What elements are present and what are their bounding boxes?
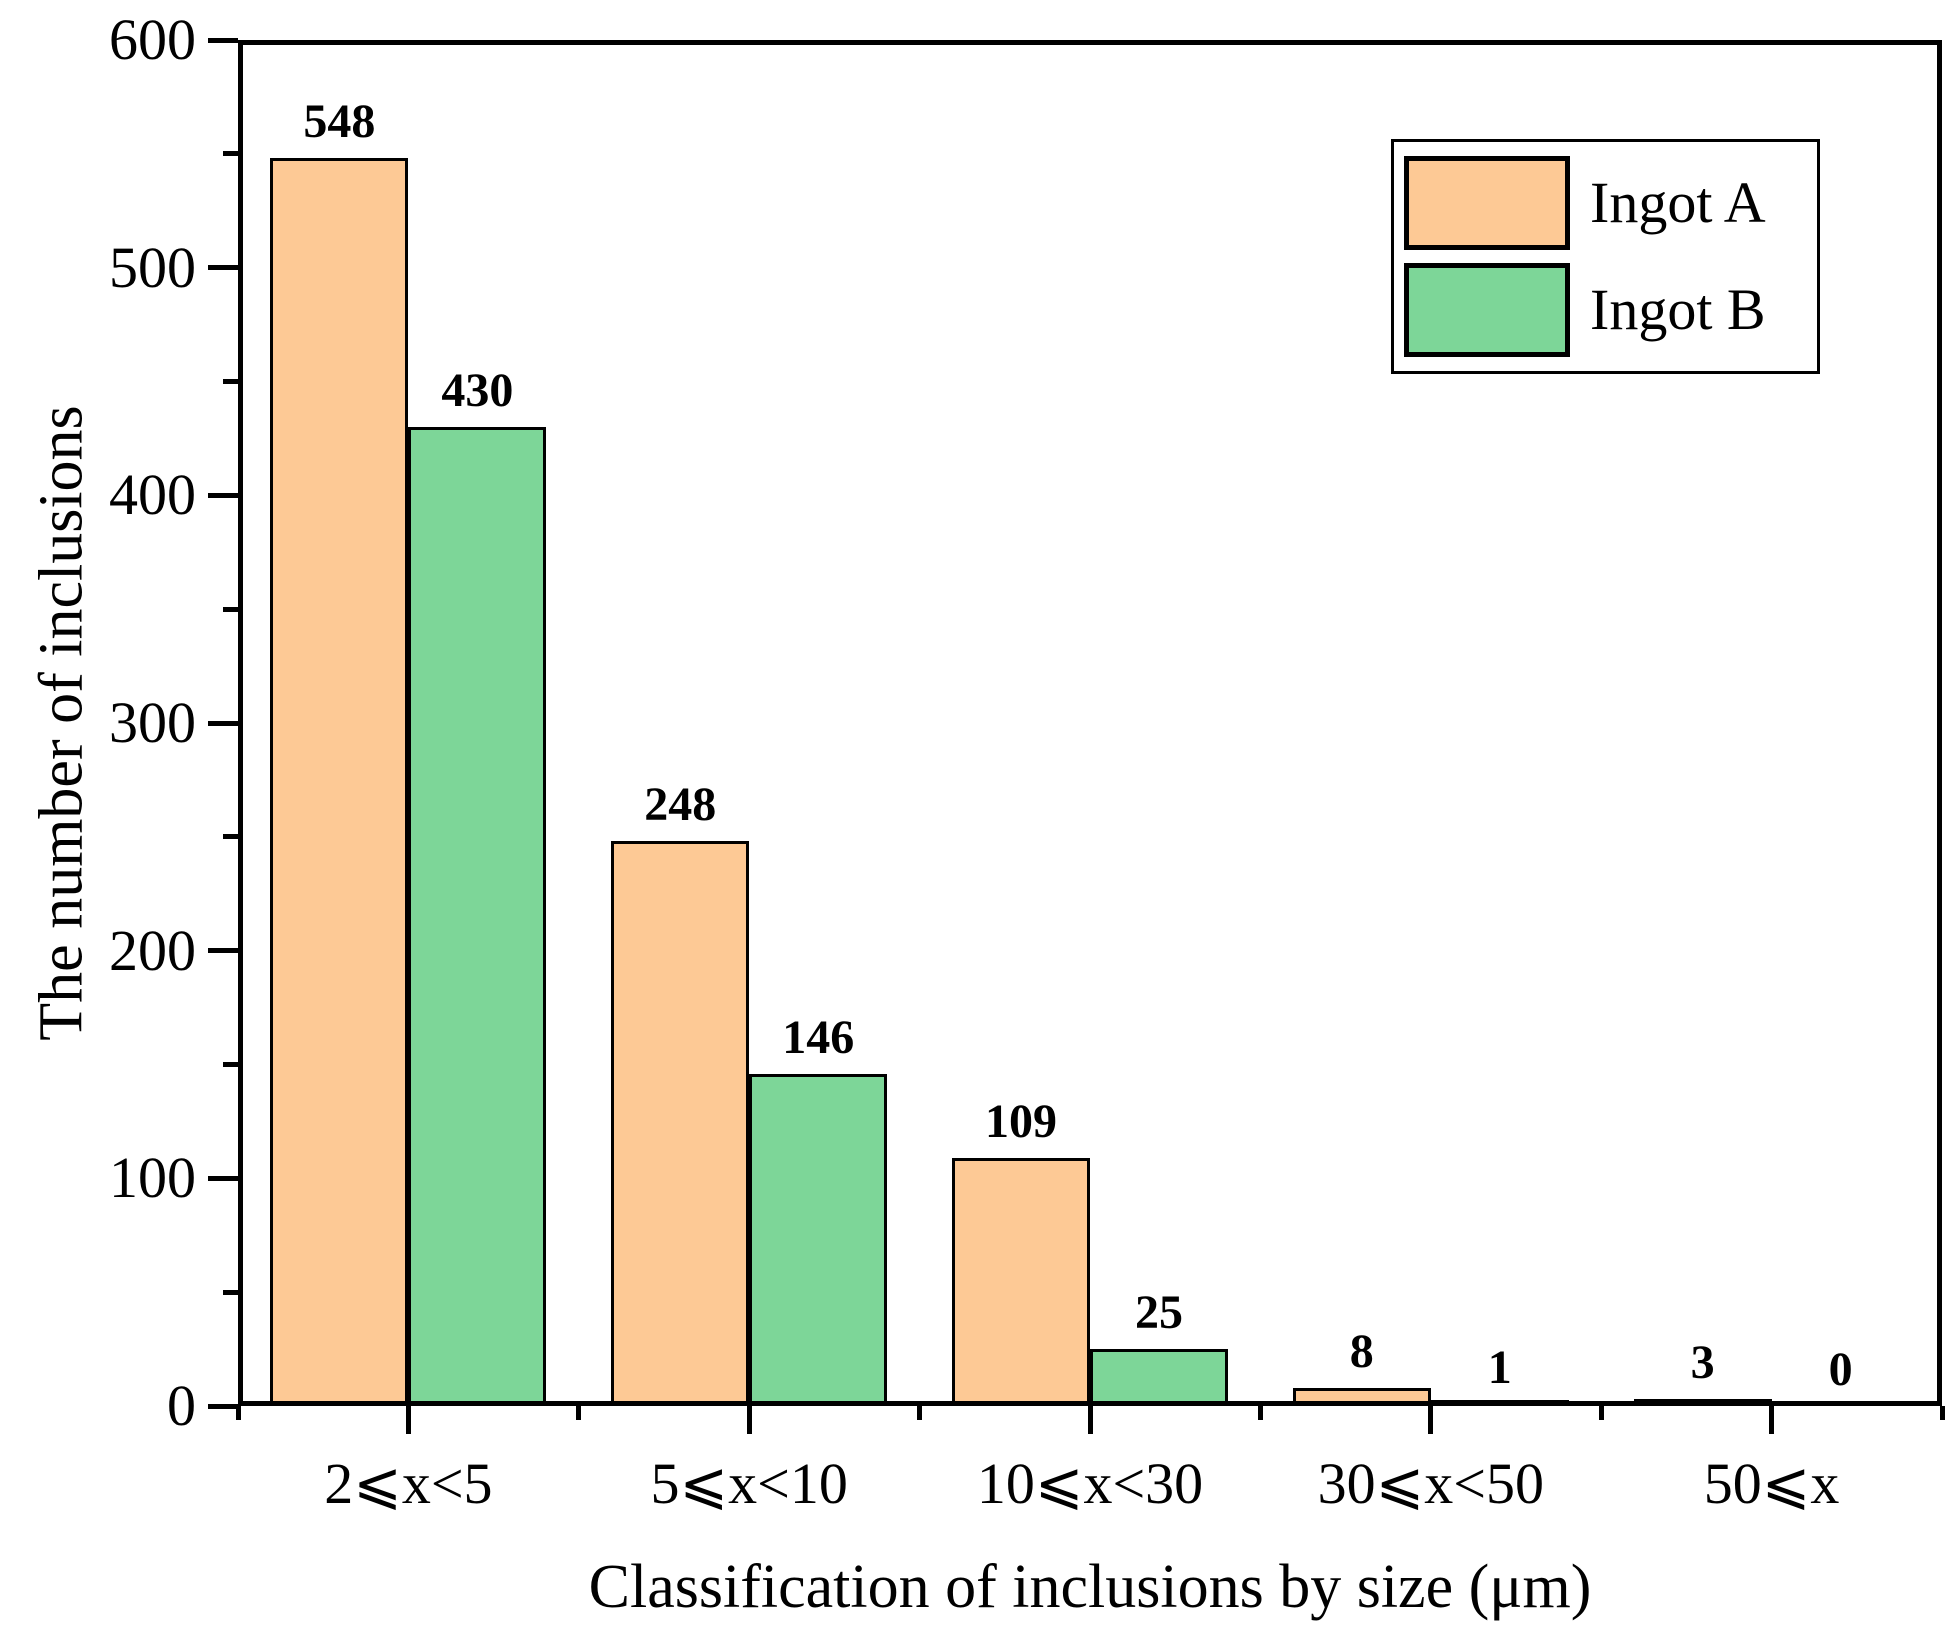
x-minor-tick (1257, 1406, 1263, 1420)
bar-value-label: 0 (1828, 1343, 1853, 1396)
bar-value-label: 548 (303, 95, 376, 149)
bar-ingot-b-3 (1430, 1400, 1569, 1406)
legend-label: Ingot A (1590, 169, 1766, 235)
x-category-label: 30⩽x<50 (1317, 1451, 1544, 1516)
y-major-tick (208, 492, 238, 498)
bar-ingot-b-2 (1090, 1349, 1228, 1406)
y-major-tick (208, 720, 238, 726)
y-minor-tick (223, 834, 238, 840)
bar-ingot-a-3 (1292, 1387, 1431, 1406)
x-minor-tick (1598, 1406, 1604, 1420)
bar-value-label: 8 (1349, 1324, 1374, 1378)
x-major-tick (1769, 1406, 1775, 1434)
y-major-tick (208, 1403, 238, 1409)
bar-ingot-a-2 (952, 1157, 1090, 1406)
x-minor-tick (235, 1406, 241, 1420)
bar-ingot-a-0 (270, 158, 409, 1406)
y-major-tick (208, 1175, 238, 1181)
x-major-tick (1428, 1406, 1434, 1434)
x-minor-tick (917, 1406, 923, 1420)
x-category-label: 5⩽x<10 (650, 1451, 848, 1516)
bar-value-label: 109 (985, 1094, 1057, 1148)
legend: Ingot A Ingot B (1391, 139, 1820, 374)
x-major-tick (1087, 1406, 1093, 1434)
legend-entry: Ingot B (1404, 263, 1817, 358)
legend-swatch (1404, 155, 1570, 250)
x-category-label: 50⩽x (1703, 1451, 1840, 1516)
x-minor-tick (1939, 1406, 1945, 1420)
bar-value-label: 25 (1135, 1286, 1183, 1340)
legend-swatch (1404, 263, 1570, 358)
bar-ingot-a-1 (611, 841, 750, 1406)
y-tick-label: 400 (109, 462, 196, 528)
x-minor-tick (576, 1406, 582, 1420)
legend-entry: Ingot A (1404, 155, 1817, 250)
bar-value-label: 3 (1690, 1336, 1715, 1390)
bar-ingot-b-0 (408, 427, 547, 1406)
y-tick-label: 200 (109, 917, 196, 983)
y-major-tick (208, 948, 238, 954)
y-major-tick (208, 37, 238, 43)
x-category-label: 2⩽x<5 (324, 1451, 493, 1516)
y-minor-tick (223, 606, 238, 612)
y-minor-tick (223, 1289, 238, 1295)
plot-area: 548 248 109 8 3 430 146 25 1 0 0 100 200 300 400 500 60… (109, 11, 1945, 1515)
y-tick-label: 0 (167, 1373, 196, 1438)
bar-value-label: 1 (1487, 1340, 1512, 1394)
y-tick-label: 100 (109, 1145, 196, 1211)
x-axis-title: Classification of inclusions by size (μm… (588, 1553, 1592, 1621)
y-minor-tick (223, 1062, 238, 1067)
bar-value-label: 146 (782, 1010, 855, 1064)
y-tick-label: 300 (109, 690, 196, 755)
y-minor-tick (223, 379, 238, 384)
y-tick-label: 500 (109, 234, 196, 300)
legend-label: Ingot B (1590, 277, 1766, 343)
bar-value-label: 248 (644, 778, 717, 832)
bar-value-label: 430 (441, 364, 514, 418)
y-major-tick (208, 265, 238, 271)
y-tick-label: 600 (109, 7, 196, 72)
bar-ingot-a-4 (1633, 1399, 1772, 1406)
x-major-tick (746, 1406, 752, 1434)
x-major-tick (405, 1406, 411, 1434)
x-category-label: 10⩽x<30 (976, 1451, 1204, 1516)
y-axis-title: The number of inclusions (27, 405, 96, 1041)
y-minor-tick (223, 151, 238, 157)
bar-ingot-b-1 (749, 1073, 888, 1406)
